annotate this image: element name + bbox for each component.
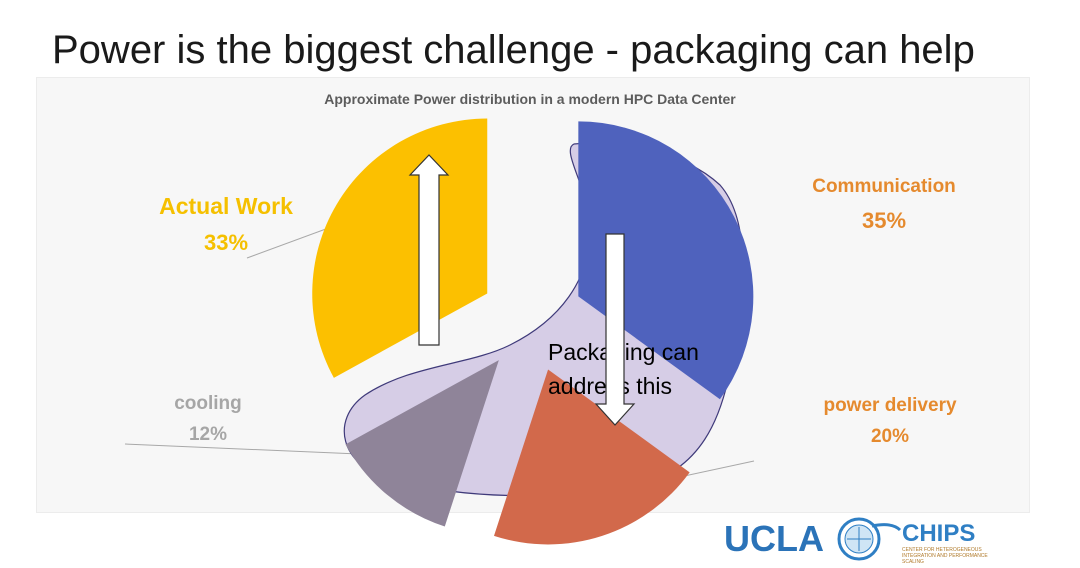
slice-actual-work bbox=[312, 118, 488, 378]
up-arrow-icon bbox=[408, 154, 450, 346]
label-communication: Communication bbox=[812, 176, 956, 197]
slice-power-delivery bbox=[493, 369, 690, 545]
label-cooling: cooling bbox=[174, 393, 242, 414]
value-actual-work: 33% bbox=[204, 230, 248, 255]
chips-subtitle: CENTER FOR HETEROGENEOUS INTEGRATION AND… bbox=[902, 547, 988, 565]
slice-communication bbox=[578, 121, 754, 400]
ucla-logo-text: UCLA bbox=[724, 518, 824, 559]
value-communication: 35% bbox=[862, 208, 906, 233]
down-arrow-icon bbox=[594, 233, 636, 426]
ucla-chips-logo: UCLA CHIPS CENTER FOR HETEROGENEOUS INTE… bbox=[724, 516, 994, 565]
slice-cooling bbox=[345, 360, 499, 527]
label-actual-work: Actual Work bbox=[159, 193, 293, 219]
value-cooling: 12% bbox=[189, 424, 227, 445]
chips-logo-text: CHIPS bbox=[902, 520, 976, 547]
chips-globe-icon bbox=[837, 517, 902, 561]
slide-title: Power is the biggest challenge - packagi… bbox=[52, 28, 975, 72]
label-power-delivery: power delivery bbox=[823, 395, 956, 416]
value-power-delivery: 20% bbox=[871, 426, 909, 447]
chart-title: Approximate Power distribution in a mode… bbox=[324, 91, 736, 107]
